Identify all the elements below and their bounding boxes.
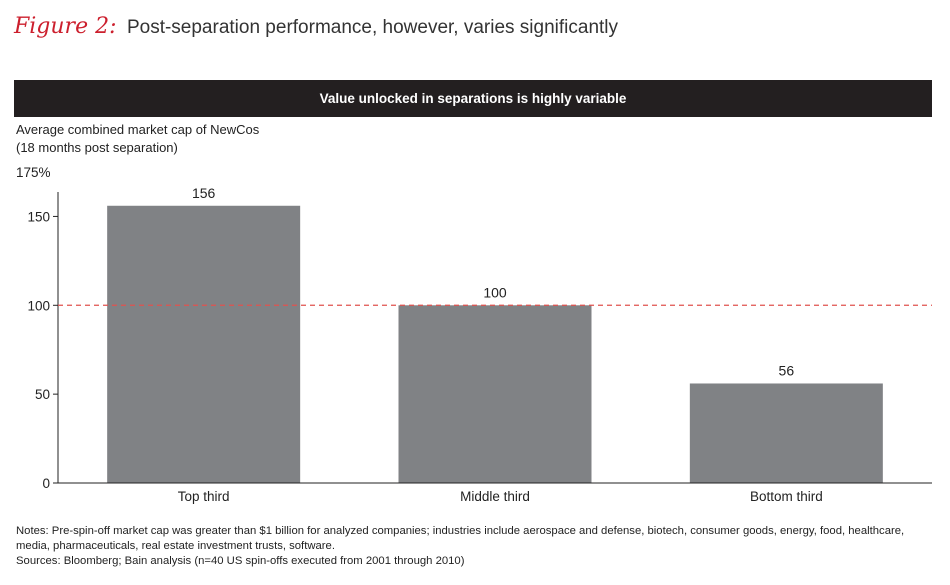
data-label: 100	[483, 284, 507, 300]
figure-label: Figure 2:	[14, 14, 117, 39]
figure-header: Figure 2: Post-separation performance, h…	[14, 14, 618, 39]
bar-bottom-third	[689, 383, 883, 483]
y-tick-label: 150	[27, 209, 50, 224]
y-axis-title-line-2: (18 months post separation)	[16, 140, 178, 155]
notes-text: Notes: Pre-spin-off market cap was great…	[16, 525, 905, 552]
category-label: Bottom third	[750, 489, 823, 504]
chart-banner-text: Value unlocked in separations is highly …	[319, 91, 627, 106]
y-tick-label: 0	[42, 476, 50, 491]
sources-text: Sources: Bloomberg; Bain analysis (n=40 …	[16, 555, 465, 567]
data-label: 56	[779, 362, 795, 378]
category-label: Middle third	[460, 489, 530, 504]
y-tick-label: 50	[35, 387, 50, 402]
y-axis-title-line-1: Average combined market cap of NewCos	[16, 122, 260, 137]
category-label: Top third	[178, 489, 230, 504]
bar-middle-third	[398, 305, 592, 483]
y-tick-label: 100	[27, 298, 50, 313]
bar-top-third	[107, 205, 301, 483]
y-tick-label: 175%	[16, 165, 51, 180]
figure-title: Post-separation performance, however, va…	[126, 17, 619, 38]
chart-notes: Notes: Pre-spin-off market cap was great…	[16, 524, 941, 569]
data-label: 156	[192, 185, 216, 201]
chart-banner: Value unlocked in separations is highly …	[14, 80, 932, 117]
y-axis-title: Average combined market cap of NewCos (1…	[16, 121, 259, 157]
